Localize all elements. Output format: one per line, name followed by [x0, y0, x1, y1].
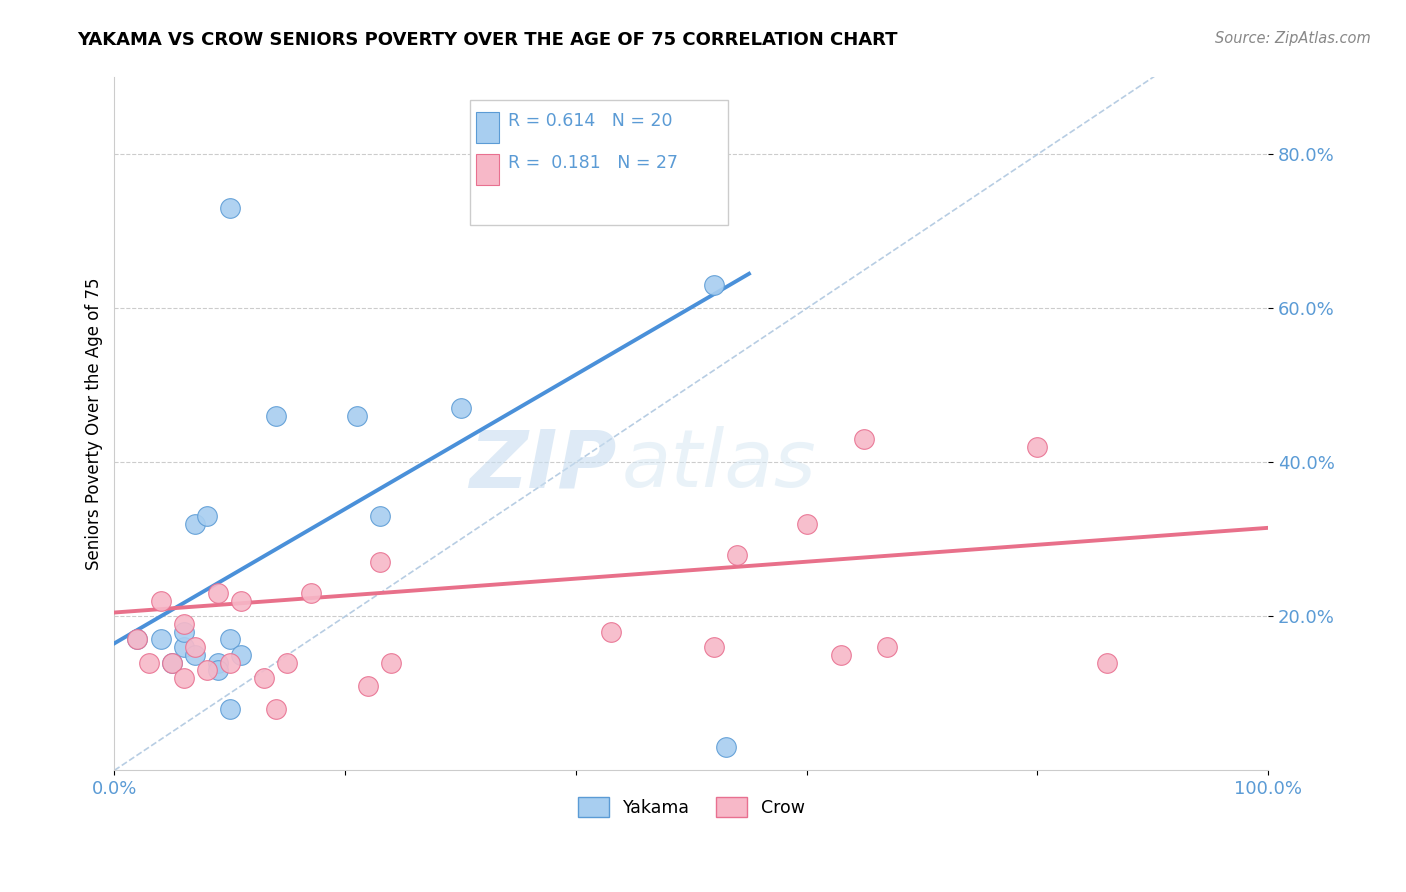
Text: R =  0.181   N = 27: R = 0.181 N = 27	[508, 153, 678, 171]
Point	[218, 202, 240, 216]
Point	[357, 679, 380, 693]
Point	[368, 509, 391, 524]
Point	[173, 640, 195, 655]
Point	[184, 640, 207, 655]
Point	[160, 656, 183, 670]
Text: Source: ZipAtlas.com: Source: ZipAtlas.com	[1215, 31, 1371, 46]
FancyBboxPatch shape	[475, 112, 499, 144]
Point	[253, 671, 276, 685]
Point	[380, 656, 402, 670]
Point	[195, 509, 218, 524]
Point	[599, 624, 621, 639]
Text: R = 0.614   N = 20: R = 0.614 N = 20	[508, 112, 672, 130]
Point	[853, 432, 876, 446]
Point	[368, 556, 391, 570]
Point	[184, 516, 207, 531]
Point	[231, 648, 253, 662]
Point	[127, 632, 149, 647]
Point	[1095, 656, 1118, 670]
Point	[876, 640, 898, 655]
Point	[138, 656, 160, 670]
Point	[796, 516, 818, 531]
Point	[173, 671, 195, 685]
Text: ZIP: ZIP	[470, 426, 616, 505]
Point	[725, 548, 748, 562]
Point	[149, 594, 172, 608]
Point	[1026, 440, 1049, 454]
Point	[830, 648, 852, 662]
Point	[184, 648, 207, 662]
Point	[714, 740, 737, 755]
Point	[195, 663, 218, 677]
Point	[207, 656, 229, 670]
Point	[173, 617, 195, 632]
Point	[346, 409, 368, 424]
Point	[127, 632, 149, 647]
Text: YAKAMA VS CROW SENIORS POVERTY OVER THE AGE OF 75 CORRELATION CHART: YAKAMA VS CROW SENIORS POVERTY OVER THE …	[77, 31, 898, 49]
Point	[160, 656, 183, 670]
Point	[276, 656, 298, 670]
Point	[218, 656, 240, 670]
Point	[207, 663, 229, 677]
Point	[450, 401, 472, 416]
FancyBboxPatch shape	[470, 100, 728, 225]
Point	[264, 702, 287, 716]
Point	[207, 586, 229, 600]
Point	[703, 640, 725, 655]
Point	[218, 632, 240, 647]
Point	[218, 702, 240, 716]
Point	[149, 632, 172, 647]
Text: atlas: atlas	[621, 426, 817, 505]
Point	[264, 409, 287, 424]
Y-axis label: Seniors Poverty Over the Age of 75: Seniors Poverty Over the Age of 75	[86, 277, 103, 570]
Legend: Yakama, Crow: Yakama, Crow	[571, 790, 811, 824]
Point	[703, 278, 725, 293]
FancyBboxPatch shape	[475, 153, 499, 185]
Point	[173, 624, 195, 639]
Point	[231, 594, 253, 608]
Point	[299, 586, 322, 600]
